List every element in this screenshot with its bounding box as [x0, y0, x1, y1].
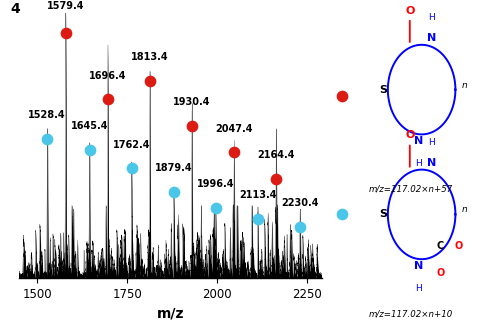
- Point: [254, 216, 262, 221]
- Point: [273, 176, 280, 181]
- Point: [146, 78, 154, 83]
- Point: [128, 166, 135, 171]
- Point: [104, 97, 112, 102]
- X-axis label: m/z: m/z: [156, 307, 184, 320]
- Text: C: C: [437, 241, 444, 251]
- Point: [230, 150, 238, 155]
- Point: [338, 93, 346, 99]
- Text: n: n: [462, 205, 468, 214]
- Text: H: H: [415, 284, 421, 293]
- Text: m/z=117.02×n+10: m/z=117.02×n+10: [369, 309, 453, 318]
- Text: 2164.4: 2164.4: [258, 150, 295, 160]
- Text: 1645.4: 1645.4: [71, 121, 108, 131]
- Text: N: N: [427, 33, 436, 43]
- Text: 2230.4: 2230.4: [281, 198, 319, 208]
- Point: [86, 147, 94, 152]
- Text: n: n: [462, 81, 468, 90]
- Point: [338, 212, 346, 217]
- Text: N: N: [414, 261, 423, 271]
- Text: 1579.4: 1579.4: [47, 2, 84, 12]
- Text: H: H: [428, 13, 435, 22]
- Point: [212, 205, 220, 211]
- Text: 1696.4: 1696.4: [89, 70, 127, 81]
- Text: O: O: [454, 241, 462, 251]
- Text: H: H: [428, 138, 435, 147]
- Text: S: S: [379, 84, 387, 95]
- Text: m/z=117.02×n+57: m/z=117.02×n+57: [369, 184, 453, 193]
- Text: 1930.4: 1930.4: [173, 97, 211, 107]
- Text: 1813.4: 1813.4: [131, 52, 169, 62]
- Text: 1762.4: 1762.4: [113, 140, 150, 149]
- Text: 1879.4: 1879.4: [155, 164, 192, 173]
- Point: [296, 224, 304, 229]
- Point: [170, 189, 178, 195]
- Text: 1996.4: 1996.4: [197, 180, 235, 189]
- Point: [44, 136, 51, 141]
- Point: [188, 123, 196, 128]
- Text: H: H: [415, 159, 421, 168]
- Text: O: O: [436, 268, 444, 278]
- Text: N: N: [427, 158, 436, 168]
- Text: O: O: [405, 6, 415, 16]
- Text: 1528.4: 1528.4: [28, 110, 65, 120]
- Text: 2113.4: 2113.4: [239, 190, 277, 200]
- Point: [62, 30, 70, 35]
- Text: O: O: [405, 131, 415, 140]
- Text: N: N: [414, 136, 423, 146]
- Text: S: S: [379, 209, 387, 220]
- Text: 4: 4: [10, 2, 20, 16]
- Text: 2047.4: 2047.4: [216, 124, 253, 134]
